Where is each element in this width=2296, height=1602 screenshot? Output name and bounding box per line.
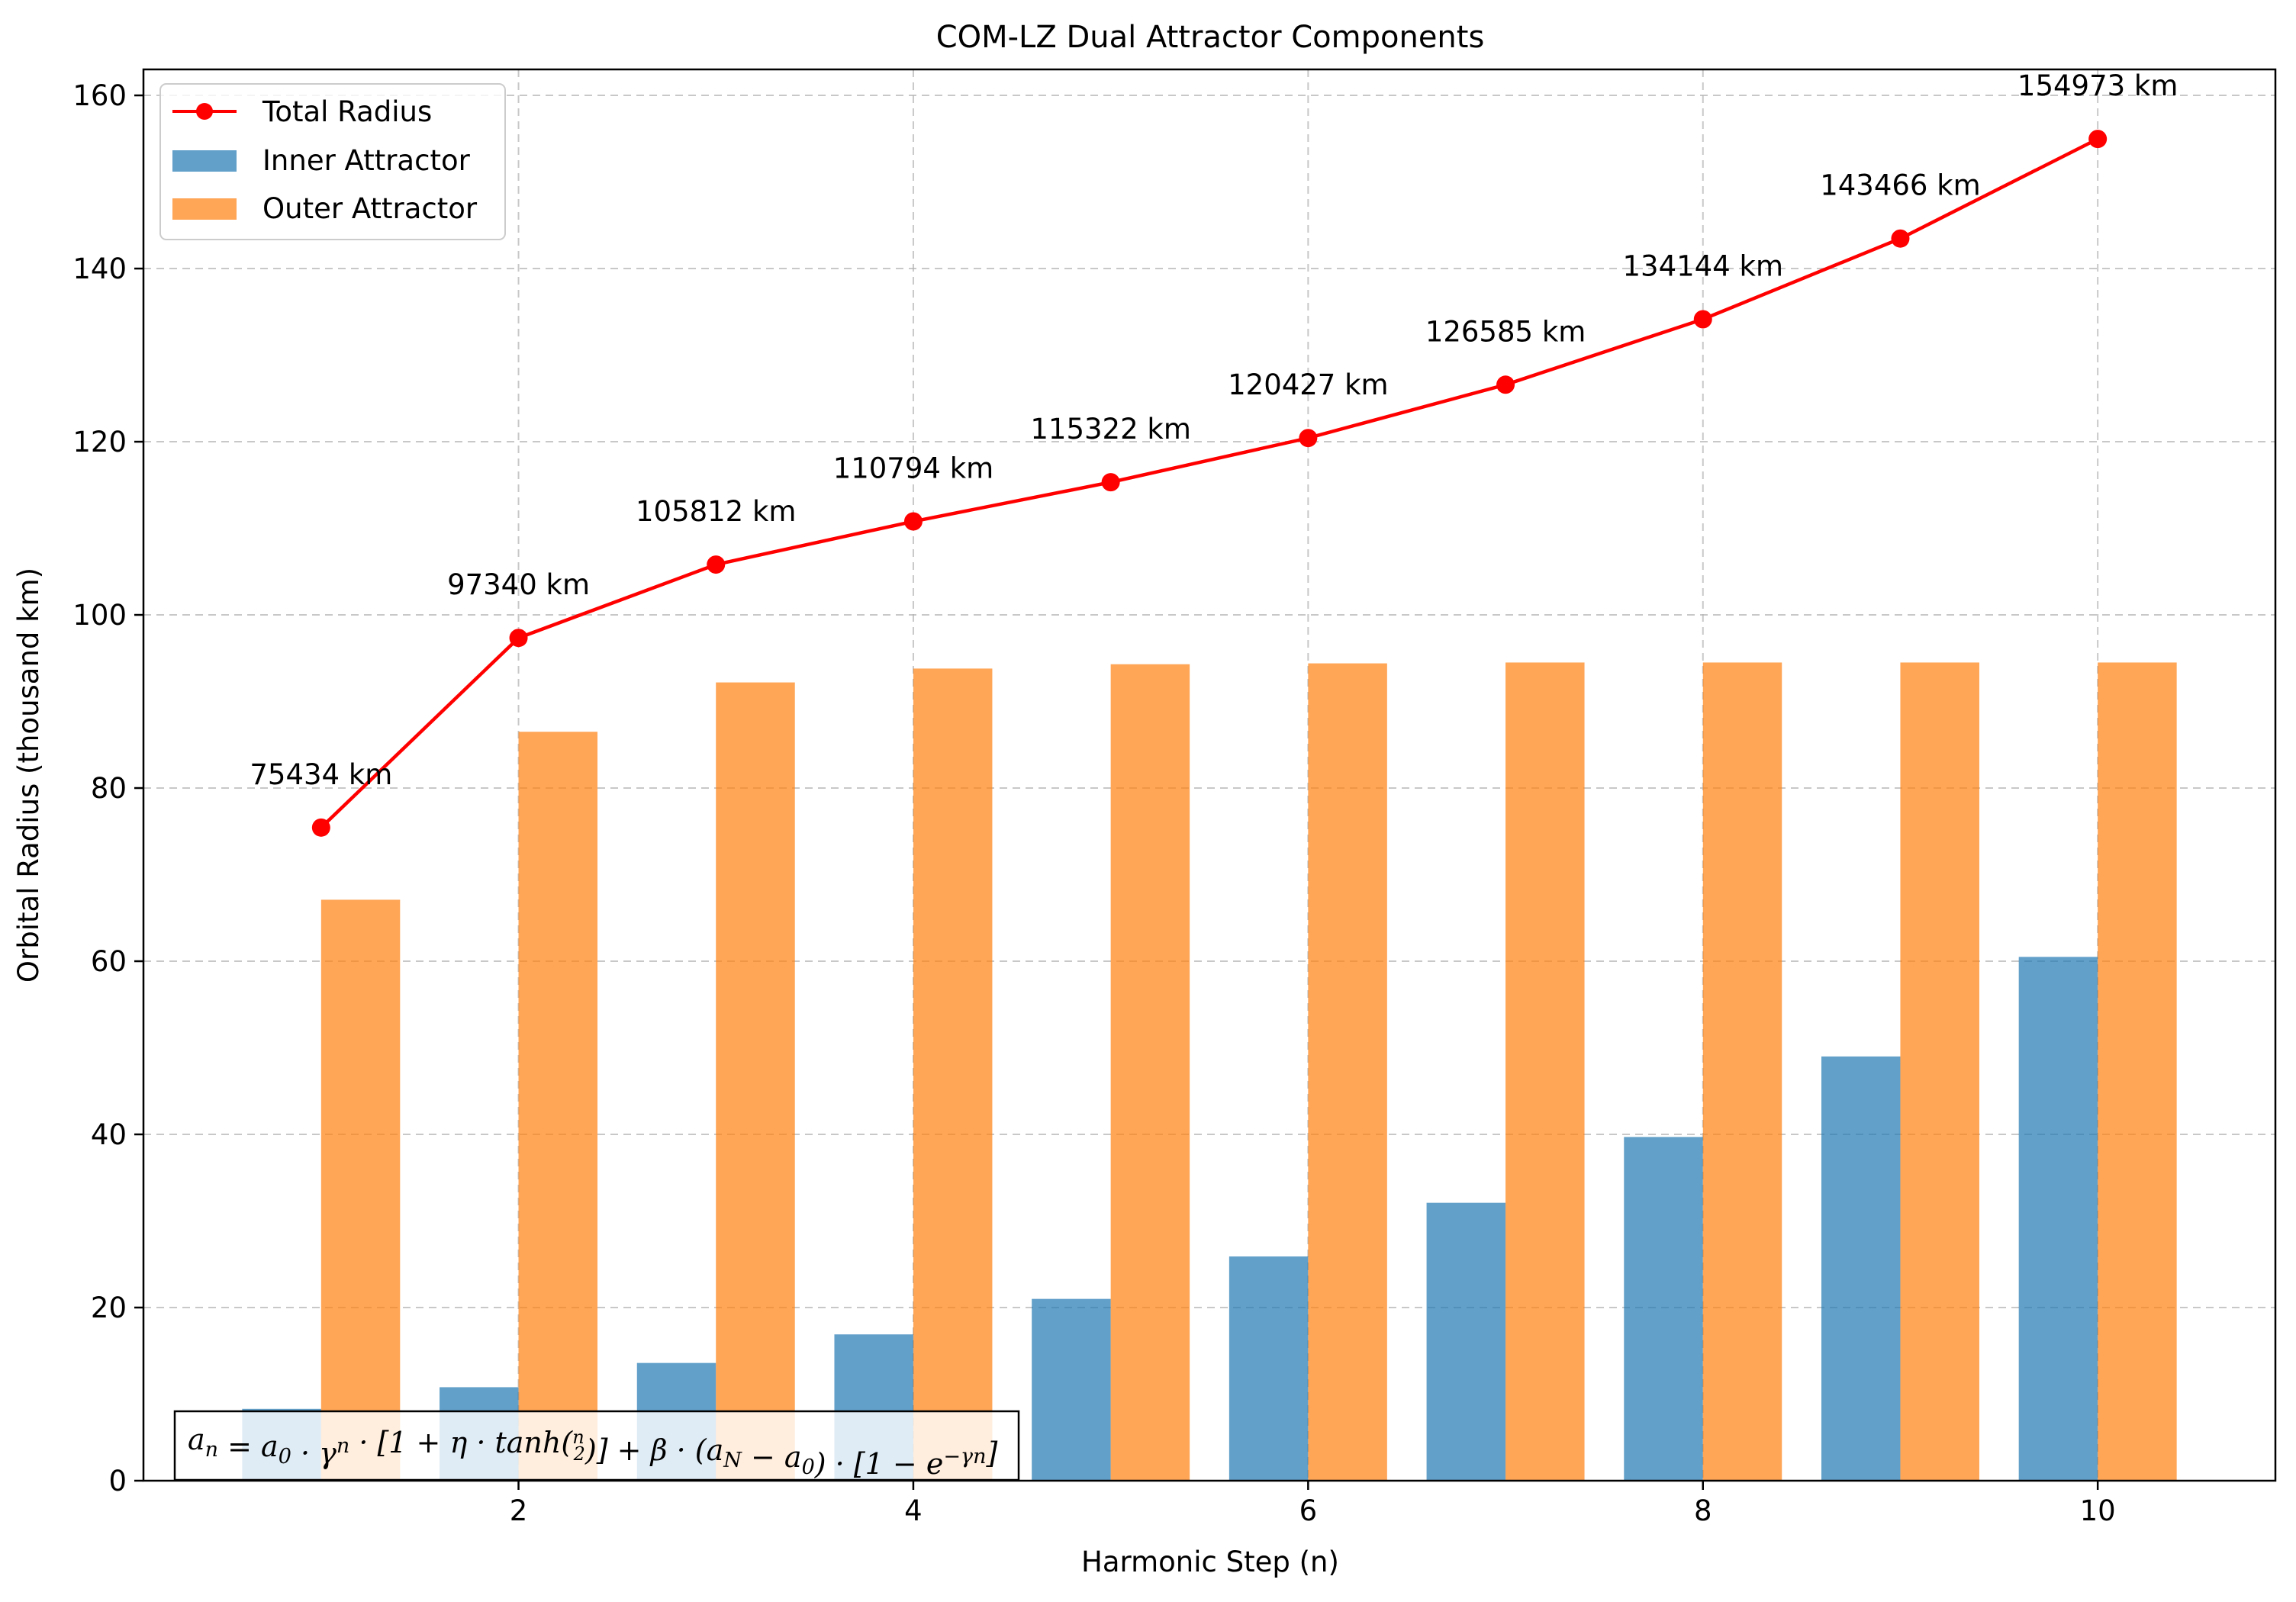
x-tick-label: 6	[1299, 1494, 1318, 1527]
bar-inner-attractor	[1624, 1137, 1702, 1481]
x-tick-label: 4	[904, 1494, 923, 1527]
y-tick-label: 160	[72, 79, 127, 112]
bar-outer-attractor	[321, 899, 400, 1481]
data-label-total-radius: 115322 km	[1030, 413, 1190, 446]
x-tick-label: 8	[1694, 1494, 1712, 1527]
legend-marker-swatch	[196, 103, 213, 120]
point-total-radius	[1891, 230, 1909, 248]
formula-part: ]	[985, 1436, 997, 1470]
formula-part: 2	[573, 1443, 585, 1465]
y-tick-label: 140	[72, 253, 127, 285]
bar-inner-attractor	[1229, 1256, 1308, 1481]
x-axis-label: Harmonic Step (n)	[1081, 1546, 1339, 1578]
data-label-total-radius: 134144 km	[1623, 250, 1783, 283]
formula-part: 0	[279, 1445, 291, 1468]
point-total-radius	[312, 819, 330, 837]
bar-inner-attractor	[1821, 1057, 1900, 1481]
data-label-total-radius: 154973 km	[2017, 69, 2178, 102]
data-label-total-radius: 126585 km	[1425, 315, 1586, 348]
legend-label-total-radius: Total Radius	[262, 95, 432, 128]
point-total-radius	[1496, 375, 1515, 394]
formula-part: · [1 + η · tanh(	[349, 1426, 573, 1459]
data-label-total-radius: 75434 km	[250, 758, 392, 791]
y-tick-label: 0	[108, 1465, 127, 1497]
y-tick-label: 120	[72, 426, 127, 458]
bar-outer-attractor	[1111, 664, 1190, 1481]
bar-outer-attractor	[1308, 664, 1386, 1481]
bar-outer-attractor	[519, 732, 597, 1481]
y-axis-label: Orbital Radius (thousand km)	[12, 568, 45, 983]
legend-label-inner-attractor: Inner Attractor	[262, 144, 471, 177]
formula-part: )] + β · (a	[584, 1433, 723, 1467]
chart-title: COM-LZ Dual Attractor Components	[936, 20, 1485, 55]
x-tick-label: 2	[510, 1494, 528, 1527]
data-label-total-radius: 120427 km	[1228, 368, 1388, 401]
formula-annotation: an = a0 · γn · [1 + η · tanh(n 2)] + β · …	[175, 1411, 1019, 1481]
data-label-total-radius: 110794 km	[833, 452, 993, 485]
point-total-radius	[1102, 473, 1120, 491]
bar-outer-attractor	[2098, 662, 2176, 1481]
data-label-total-radius: 105812 km	[636, 495, 796, 528]
bar-outer-attractor	[716, 683, 794, 1481]
point-total-radius	[707, 555, 725, 574]
point-total-radius	[1694, 310, 1712, 329]
legend-label-outer-attractor: Outer Attractor	[262, 192, 478, 225]
formula-part: a	[188, 1423, 205, 1456]
y-tick-label: 60	[91, 945, 127, 978]
formula-part: N	[723, 1449, 742, 1472]
point-total-radius	[510, 629, 528, 647]
bar-outer-attractor	[913, 668, 992, 1481]
data-label-total-radius: 97340 km	[447, 568, 590, 601]
x-tick-label: 10	[2080, 1494, 2116, 1527]
formula-part: − a	[742, 1440, 802, 1474]
y-tick-label: 80	[91, 772, 127, 805]
y-tick-label: 20	[91, 1292, 127, 1324]
y-tick-label: 40	[91, 1118, 127, 1151]
point-total-radius	[1299, 429, 1317, 447]
bar-outer-attractor	[1505, 662, 1584, 1481]
bar-inner-attractor	[1032, 1299, 1110, 1481]
bar-inner-attractor	[2019, 957, 2098, 1481]
legend-bar-swatch-inner	[172, 150, 237, 172]
point-total-radius	[2088, 130, 2107, 148]
formula-part: ) · [1 − e	[814, 1447, 944, 1481]
bar-outer-attractor	[1900, 662, 1979, 1481]
formula-part: n	[205, 1438, 218, 1462]
y-tick-label: 100	[72, 599, 127, 632]
bar-outer-attractor	[1703, 662, 1782, 1481]
formula-part: · γ	[291, 1436, 337, 1470]
formula-part: = a	[218, 1430, 279, 1463]
formula-part: −γn	[943, 1445, 986, 1468]
legend: Total Radius Inner Attractor Outer Attra…	[160, 84, 505, 240]
formula-part: 0	[802, 1456, 815, 1479]
legend-bar-swatch-outer	[172, 198, 237, 220]
data-label-total-radius: 143466 km	[1820, 169, 1980, 202]
point-total-radius	[904, 513, 923, 531]
bar-inner-attractor	[1427, 1203, 1505, 1481]
formula-part: n	[337, 1434, 349, 1458]
